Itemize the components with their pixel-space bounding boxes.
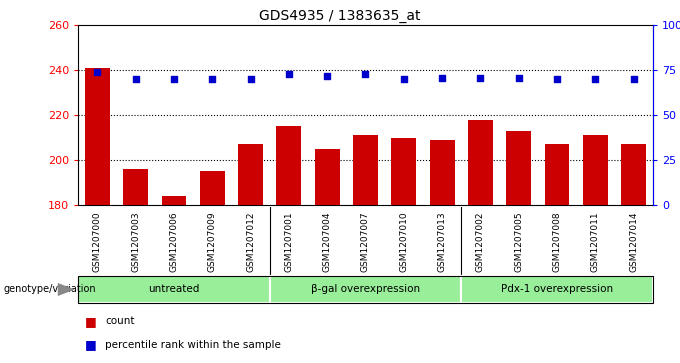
Point <box>513 75 524 81</box>
Point <box>207 77 218 82</box>
Bar <box>583 135 608 205</box>
Bar <box>123 169 148 205</box>
Text: untreated: untreated <box>148 285 200 294</box>
Text: β-gal overexpression: β-gal overexpression <box>311 285 420 294</box>
Point <box>169 77 180 82</box>
Bar <box>392 138 416 205</box>
Bar <box>353 135 378 205</box>
Bar <box>78 276 270 303</box>
Bar <box>238 144 263 205</box>
Text: GSM1207002: GSM1207002 <box>476 211 485 272</box>
Point <box>628 77 639 82</box>
Text: count: count <box>105 316 135 326</box>
Point <box>475 75 486 81</box>
Text: GSM1207011: GSM1207011 <box>591 211 600 272</box>
Point <box>284 71 294 77</box>
Point <box>437 75 447 81</box>
Text: GSM1207014: GSM1207014 <box>629 211 638 272</box>
Bar <box>468 120 493 205</box>
Text: ■: ■ <box>85 338 97 351</box>
Bar <box>277 126 301 205</box>
Polygon shape <box>58 283 75 296</box>
Text: GSM1207003: GSM1207003 <box>131 211 140 272</box>
Text: GDS4935 / 1383635_at: GDS4935 / 1383635_at <box>259 9 421 23</box>
Point <box>551 77 562 82</box>
Text: Pdx-1 overexpression: Pdx-1 overexpression <box>501 285 613 294</box>
Point <box>398 77 409 82</box>
Point <box>130 77 141 82</box>
Bar <box>162 196 186 205</box>
Bar <box>430 140 454 205</box>
Bar <box>85 68 109 205</box>
Bar <box>461 276 653 303</box>
Text: GSM1207005: GSM1207005 <box>514 211 523 272</box>
Text: GSM1207001: GSM1207001 <box>284 211 293 272</box>
Bar <box>315 149 339 205</box>
Bar <box>545 144 569 205</box>
Point <box>92 69 103 75</box>
Text: GSM1207013: GSM1207013 <box>438 211 447 272</box>
Text: GSM1207010: GSM1207010 <box>399 211 408 272</box>
Point <box>590 77 600 82</box>
Bar <box>200 171 224 205</box>
Point <box>360 71 371 77</box>
Text: percentile rank within the sample: percentile rank within the sample <box>105 340 282 350</box>
Bar <box>507 131 531 205</box>
Text: GSM1207004: GSM1207004 <box>323 211 332 272</box>
Text: GSM1207007: GSM1207007 <box>361 211 370 272</box>
Bar <box>270 276 461 303</box>
Text: GSM1207000: GSM1207000 <box>93 211 102 272</box>
Point <box>245 77 256 82</box>
Bar <box>622 144 646 205</box>
Point <box>322 73 333 79</box>
Text: ■: ■ <box>85 315 97 328</box>
Text: genotype/variation: genotype/variation <box>3 285 96 294</box>
Text: GSM1207012: GSM1207012 <box>246 211 255 272</box>
Text: GSM1207006: GSM1207006 <box>169 211 178 272</box>
Text: GSM1207009: GSM1207009 <box>208 211 217 272</box>
Text: GSM1207008: GSM1207008 <box>553 211 562 272</box>
